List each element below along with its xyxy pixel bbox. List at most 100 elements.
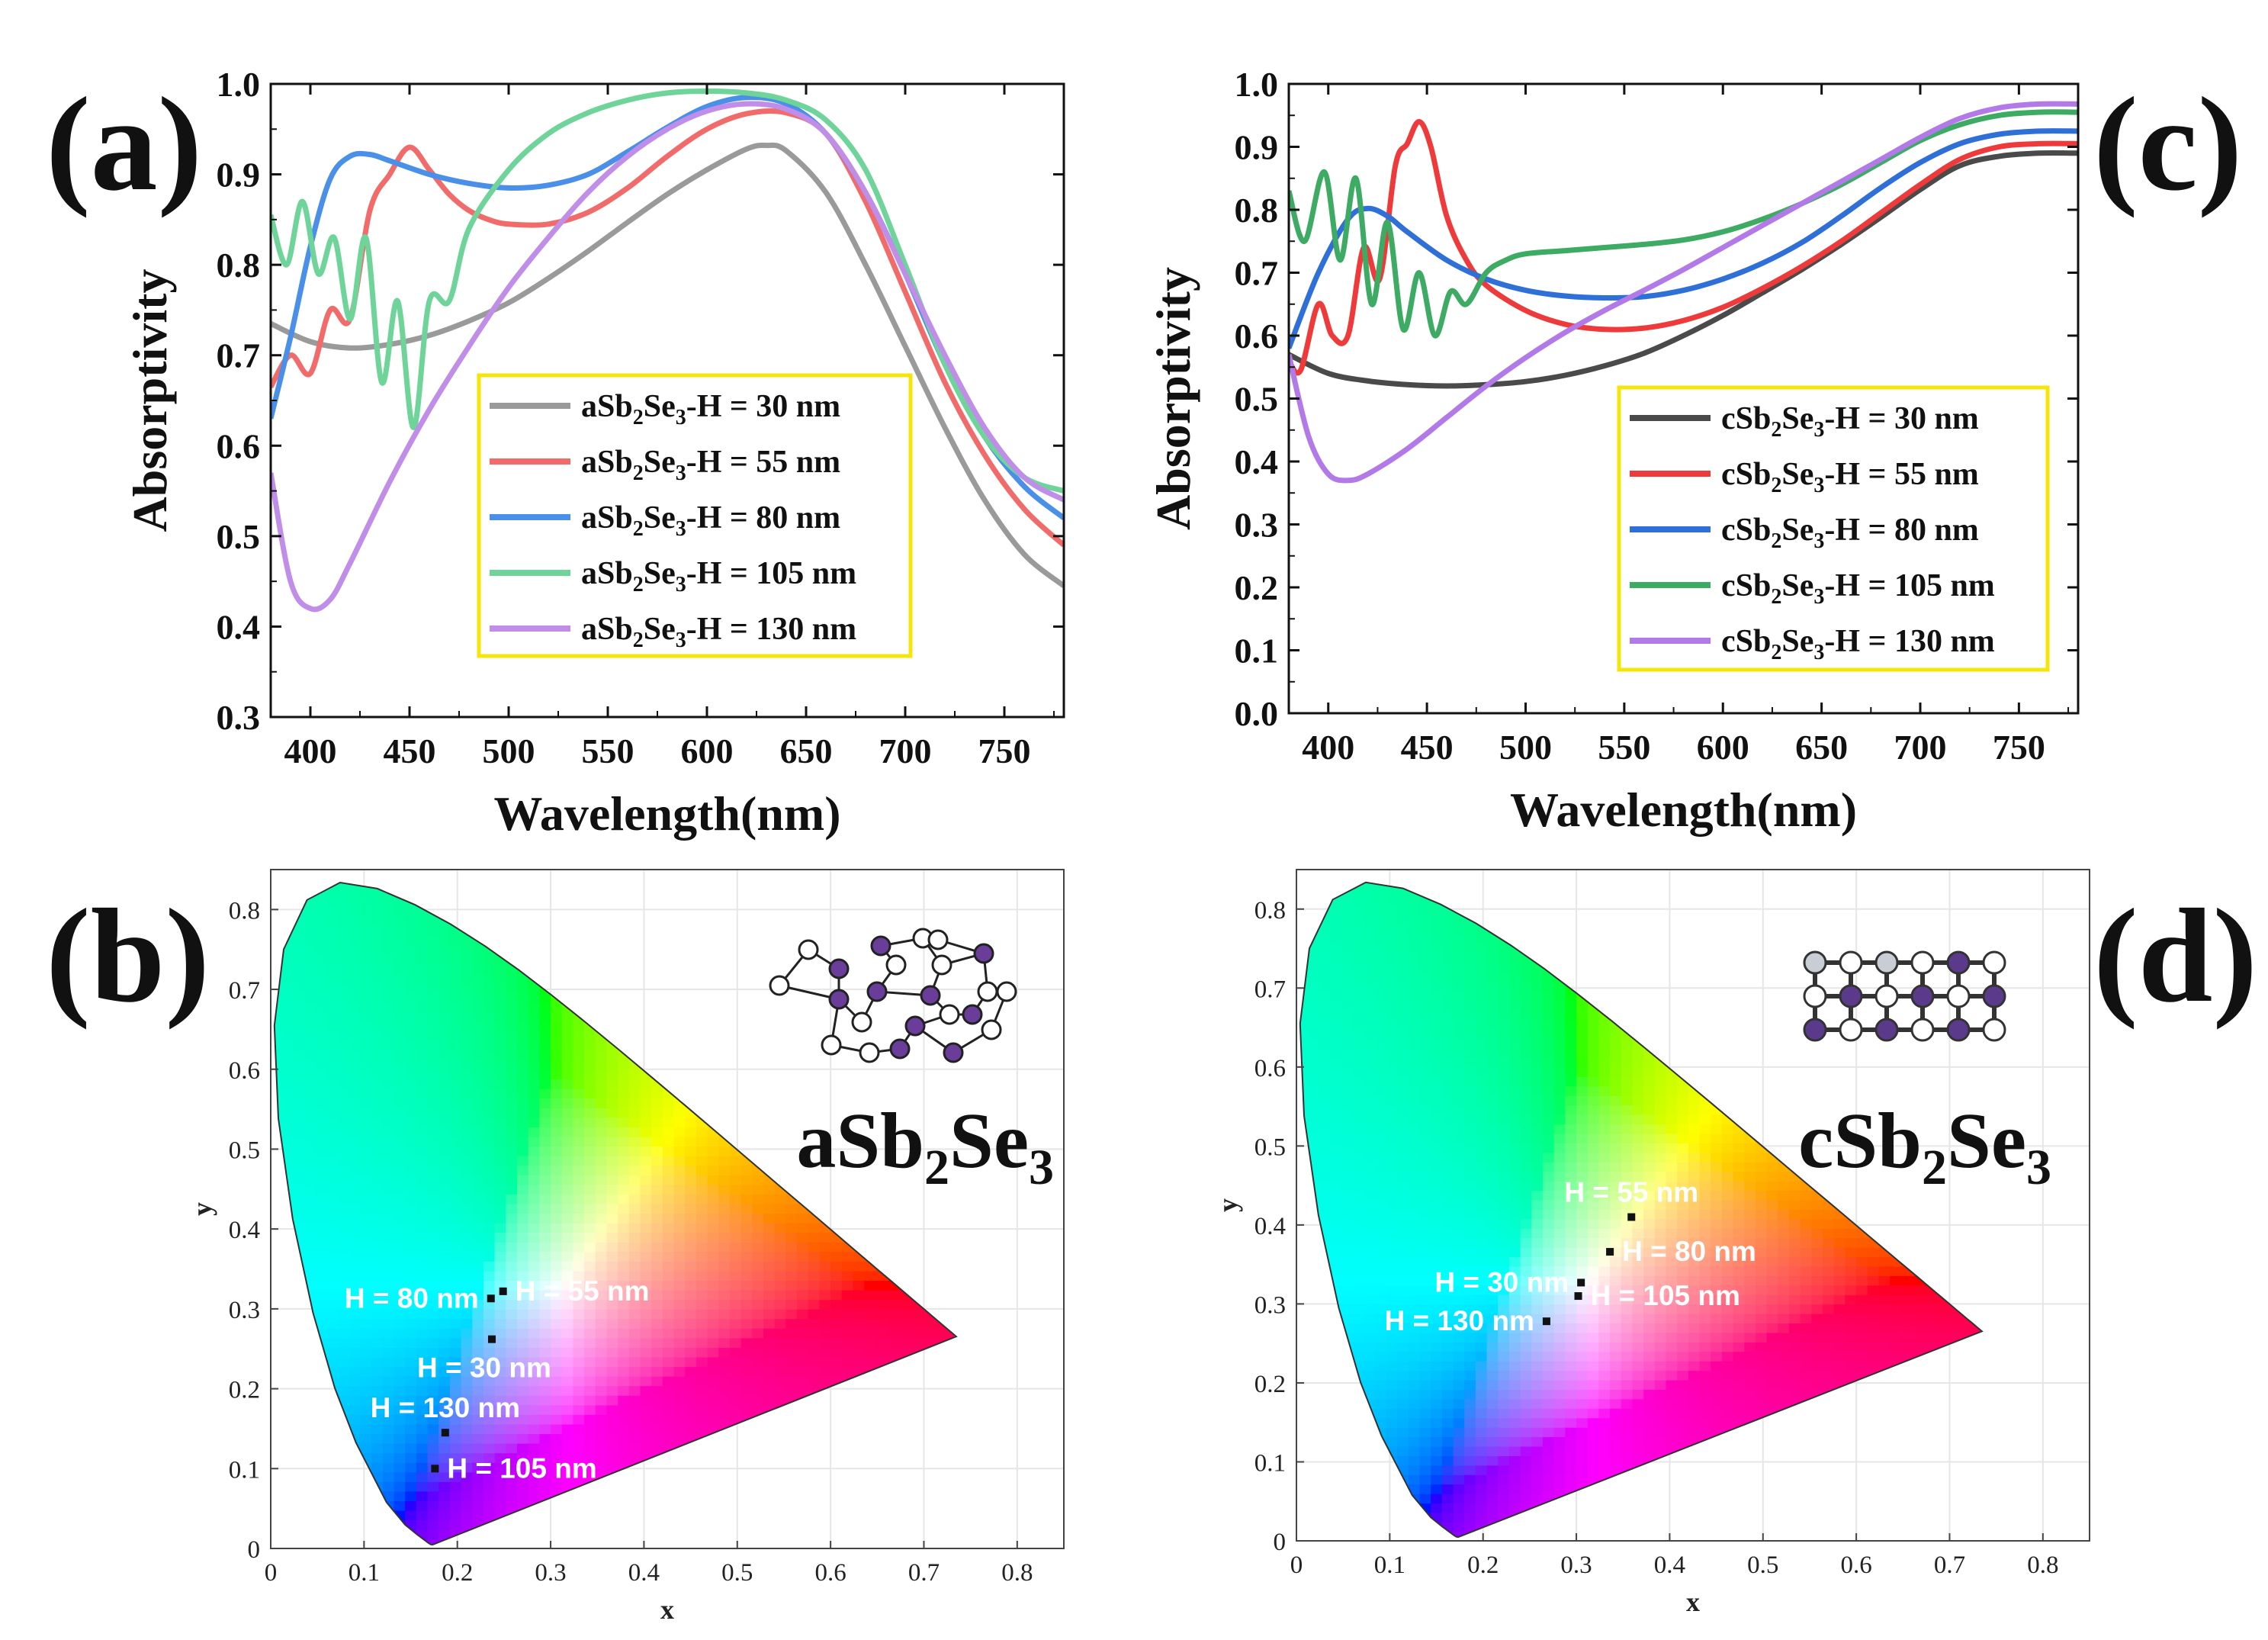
cie-point-label-d-3: H = 105 nm	[1591, 1280, 1740, 1311]
structure-atom	[1946, 950, 1971, 975]
structure-atom	[828, 989, 850, 1010]
cie-y-tick-label-d-7: 0.7	[1254, 976, 1286, 1003]
cie-y-axis-title-b: y	[187, 1202, 217, 1216]
x-tick-label-c-5: 650	[1795, 728, 1848, 767]
structure-atom	[927, 929, 949, 950]
structure-atom	[973, 943, 994, 964]
y-tick-label-c-3: 0.3	[1235, 506, 1279, 545]
cie-point-d-4	[1542, 1317, 1550, 1326]
x-axis-title-a: Wavelength(nm)	[493, 786, 840, 841]
x-tick-label-c-0: 400	[1302, 728, 1354, 767]
y-tick-label-c-0: 0.0	[1235, 694, 1279, 733]
cie-x-tick-label-b-6: 0.6	[814, 1559, 846, 1587]
cie-x-axis-title-b: x	[660, 1594, 674, 1625]
cie-x-tick-label-b-8: 0.8	[1001, 1559, 1033, 1587]
y-tick-label-c-1: 0.1	[1235, 632, 1279, 670]
cie-x-tick-label-d-8: 0.8	[2027, 1552, 2058, 1579]
y-tick-label-c-10: 1.0	[1235, 65, 1279, 104]
x-tick-label-a-5: 650	[780, 732, 833, 770]
series-line-a-3	[271, 88, 1064, 494]
panel-label-c: (c)	[2093, 70, 2242, 219]
cie-point-label-b-1: H = 55 nm	[516, 1275, 650, 1307]
cie-point-label-d-0: H = 30 nm	[1434, 1266, 1569, 1298]
cie-y-tick-label-d-0: 0	[1274, 1529, 1287, 1556]
structure-atom	[1874, 1018, 1899, 1042]
cie-point-d-2	[1606, 1248, 1614, 1256]
cie-x-tick-label-d-7: 0.7	[1934, 1552, 1965, 1579]
cie-x-tick-label-d-1: 0.1	[1374, 1552, 1405, 1579]
cie-point-b-4	[441, 1429, 449, 1437]
structure-atom	[943, 1042, 964, 1063]
legend-label-a-4: aSb2Se3-H = 130 nm	[581, 612, 856, 652]
absorptivity-chart-c: 400 450 500 550 600 650 700 750 0.0 0.1 0.2 0.3 0.4 0…	[1146, 65, 2080, 837]
material-label-b: aSb2Se3	[796, 1097, 1054, 1195]
structure-atom	[1946, 1018, 1971, 1042]
structure-atom	[1839, 950, 1863, 975]
cie-y-tick-label-d-4: 0.4	[1254, 1213, 1286, 1240]
y-axis-title-a: Absorptivity	[123, 269, 177, 532]
cie-x-tick-label-b-3: 0.3	[535, 1559, 566, 1587]
cie-y-tick-label-b-1: 0.1	[229, 1456, 260, 1484]
material-label-d: cSb2Se3	[1798, 1097, 2051, 1195]
legend-label-a-0: aSb2Se3-H = 30 nm	[581, 389, 840, 429]
cie-diagram-b: 0 0.1 0.2 0.3 0.4 0.5 0.6 0.7 0.8 0 0.1 0.2 0.3 0.4 0.…	[187, 869, 1065, 1625]
cie-y-tick-label-b-8: 0.8	[229, 897, 260, 925]
legend-label-a-1: aSb2Se3-H = 55 nm	[581, 445, 840, 485]
y-tick-label-c-5: 0.5	[1235, 380, 1279, 419]
structure-atom	[962, 1004, 983, 1025]
cie-point-b-0	[487, 1335, 496, 1343]
legend-label-a-3: aSb2Se3-H = 105 nm	[581, 556, 856, 597]
structure-atom	[769, 975, 790, 996]
legend-label-a-2: aSb2Se3-H = 80 nm	[581, 500, 840, 541]
cie-point-label-d-4: H = 130 nm	[1384, 1305, 1534, 1336]
series-line-a-4	[271, 101, 1064, 613]
x-tick-label-a-0: 400	[284, 732, 337, 770]
cie-x-tick-label-d-5: 0.5	[1747, 1552, 1778, 1579]
x-tick-label-c-3: 550	[1598, 728, 1650, 767]
cie-y-tick-label-d-2: 0.2	[1254, 1371, 1286, 1398]
absorptivity-chart-a: 400 450 500 550 600 650 700 750 0.3 0.4 0.5 0.6 0.7 0…	[123, 65, 1065, 841]
cie-y-tick-label-d-3: 0.3	[1254, 1291, 1286, 1319]
cie-y-tick-label-d-5: 0.5	[1254, 1134, 1286, 1161]
structure-atom	[1946, 984, 1971, 1008]
y-tick-label-a-4: 0.7	[217, 336, 261, 375]
cie-y-tick-label-b-3: 0.3	[229, 1297, 260, 1324]
y-tick-label-a-2: 0.5	[217, 517, 261, 556]
legend-label-c-2: cSb2Se3-H = 80 nm	[1721, 513, 1979, 553]
y-axis-title-c: Absorptivity	[1146, 267, 1200, 530]
cie-x-tick-label-d-0: 0	[1290, 1552, 1303, 1579]
cie-point-b-2	[487, 1294, 495, 1303]
y-tick-label-a-1: 0.4	[217, 607, 261, 646]
cie-locus-outline-d	[1299, 881, 1984, 1538]
x-tick-label-a-1: 450	[384, 732, 436, 770]
cie-point-label-b-2: H = 80 nm	[345, 1282, 479, 1314]
structure-atom	[1874, 950, 1899, 975]
structure-atom	[977, 981, 998, 1002]
structure-atom	[1839, 984, 1863, 1008]
cie-x-tick-label-b-0: 0	[265, 1559, 278, 1587]
structure-atom	[1982, 950, 2006, 975]
cie-x-tick-label-d-4: 0.4	[1654, 1552, 1685, 1579]
series-line-c-0	[1289, 150, 2078, 389]
cie-point-b-1	[499, 1287, 507, 1295]
structure-atom	[859, 1042, 880, 1063]
structure-atom	[1982, 1018, 2006, 1042]
cie-x-tick-label-b-4: 0.4	[628, 1559, 660, 1587]
x-tick-label-c-6: 700	[1894, 728, 1947, 767]
y-tick-label-c-6: 0.6	[1235, 317, 1279, 355]
series-line-c-1	[1289, 119, 2078, 376]
cie-y-tick-label-b-6: 0.6	[229, 1057, 260, 1085]
cie-point-b-3	[431, 1465, 439, 1473]
cie-frame-d	[1296, 869, 2090, 1542]
structure-atom	[828, 958, 850, 979]
structure-atom	[996, 981, 1017, 1002]
cie-x-tick-label-d-6: 0.6	[1840, 1552, 1871, 1579]
series-line-c-2	[1289, 128, 2078, 349]
structure-atom	[1874, 984, 1899, 1008]
cie-x-tick-label-d-2: 0.2	[1467, 1552, 1499, 1579]
cie-point-d-3	[1574, 1292, 1582, 1301]
cie-point-label-d-2: H = 80 nm	[1622, 1236, 1756, 1267]
legend-c: cSb2Se3-H = 30 nm cSb2Se3-H = 55 nm cSb2Se…	[1617, 385, 2050, 672]
cie-y-tick-label-d-1: 0.1	[1254, 1449, 1286, 1477]
